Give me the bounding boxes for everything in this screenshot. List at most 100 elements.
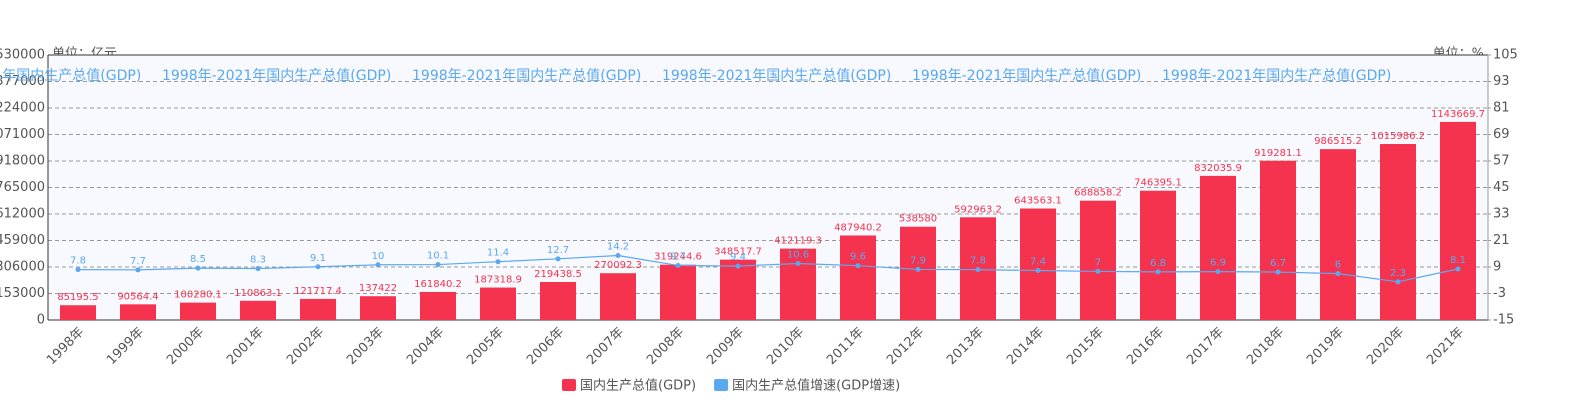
y2-tick-label: 57 [1493,154,1510,169]
x-tick-label: 2004年 [404,325,447,368]
chart-title: 1998年-2021年国内生产总值(GDP) [412,68,641,84]
x-tick-label: 2006年 [524,325,567,368]
bar [300,298,336,320]
line-point [315,264,321,270]
x-tick-label: 2012年 [884,325,927,368]
chart-title: 1998年-2021年国内生产总值(GDP) [0,68,141,84]
x-tick-label: 2008年 [644,325,687,368]
line-value-label: 6.8 [1150,258,1166,269]
x-tick-label: 1998年 [44,325,87,368]
line-value-label: 14.2 [607,242,629,253]
chart-title: 1998年-2021年国内生产总值(GDP) [1162,68,1391,84]
x-tick-label: 2009年 [704,325,747,368]
y2-tick-label: 21 [1493,233,1510,248]
y2-tick-label: 69 [1493,127,1510,142]
line-value-label: 10.1 [427,251,449,262]
legend-label: 国内生产总值(GDP) [580,378,696,394]
legend-swatch [714,379,729,391]
line-value-label: 9.1 [310,253,326,264]
y-tick-label: 459000 [0,233,45,248]
bar-value-label: 832035.9 [1194,163,1242,174]
line-value-label: 9.6 [850,252,866,263]
x-tick-label: 2014年 [1004,325,1047,368]
x-tick-label: 2016年 [1124,325,1167,368]
bar-value-label: 592963.2 [954,204,1002,215]
y-tick-label: 1377000 [0,74,45,89]
bar-value-label: 187318.9 [474,275,522,286]
line-value-label: 6.7 [1270,258,1286,269]
bar-value-label: 121717.4 [294,286,342,297]
legend-label: 国内生产总值增速(GDP增速) [732,378,900,394]
y2-tick-label: 105 [1493,48,1518,63]
bar-value-label: 219438.5 [534,269,582,280]
bar [360,296,396,320]
bar-value-label: 110863.1 [234,288,282,299]
line-point [495,259,501,265]
bar [480,287,516,320]
x-tick-label: 2017年 [1184,325,1227,368]
x-tick-label: 1999年 [104,325,147,368]
x-tick-label: 2018年 [1244,325,1287,368]
bar-value-label: 319244.6 [654,252,702,263]
y-tick-label: 765000 [0,180,45,195]
line-point [1035,268,1041,274]
bar [1020,208,1056,320]
y2-tick-label: -3 [1493,286,1506,301]
line-value-label: 7.8 [70,256,86,267]
y2-tick-label: 33 [1493,207,1510,222]
y-tick-label: 0 [37,313,45,328]
line-point [915,266,921,272]
bar-value-label: 688858.2 [1074,188,1122,199]
bar-value-label: 538580 [899,214,937,225]
line-value-label: 7.4 [1030,257,1046,268]
bar [840,235,876,320]
bar-value-label: 100280.1 [174,290,222,301]
y2-tick-label: -15 [1493,313,1514,328]
y2-tick-label: 93 [1493,74,1510,89]
line-point [1455,266,1461,272]
line-point [1095,268,1101,274]
x-tick-label: 2000年 [164,325,207,368]
line-value-label: 8.5 [190,254,206,265]
y-tick-label: 612000 [0,207,45,222]
y-tick-label: 1224000 [0,101,45,116]
bar-value-label: 85195.5 [57,292,98,303]
line-value-label: 9.7 [670,251,686,262]
line-point [195,265,201,271]
bar-value-label: 270092.3 [594,260,642,271]
y-tick-label: 1530000 [0,48,45,63]
bar [1320,149,1356,320]
line-value-label: 6.9 [1210,258,1226,269]
line-value-label: 7.7 [130,256,146,267]
bar [780,248,816,320]
line-value-label: 7 [1095,257,1101,268]
y2-tick-label: 9 [1493,260,1501,275]
y2-tick-label: 45 [1493,180,1510,195]
line-point [435,262,441,268]
bar [1380,144,1416,320]
line-value-label: 2.3 [1390,268,1406,279]
line-value-label: 10 [372,251,385,262]
bar-value-label: 487940.2 [834,222,882,233]
line-value-label: 12.7 [547,245,569,256]
x-tick-label: 2003年 [344,325,387,368]
x-tick-label: 2007年 [584,325,627,368]
bar-value-label: 746395.1 [1134,178,1182,189]
y2-tick-label: 81 [1493,101,1510,116]
chart-title: 1998年-2021年国内生产总值(GDP) [912,68,1141,84]
bar [120,304,156,320]
bar [660,264,696,320]
x-tick-label: 2002年 [284,325,327,368]
line-value-label: 11.4 [487,248,509,259]
line-point [1395,279,1401,285]
bar [540,281,576,320]
bar-value-label: 986515.2 [1314,136,1362,147]
line-point [615,253,621,259]
x-tick-label: 2011年 [824,325,867,368]
line-value-label: 7.9 [910,255,926,266]
x-tick-label: 2010年 [764,325,807,368]
line-point [1155,269,1161,275]
line-point [975,267,981,273]
bar-value-label: 1143669.7 [1431,109,1485,120]
